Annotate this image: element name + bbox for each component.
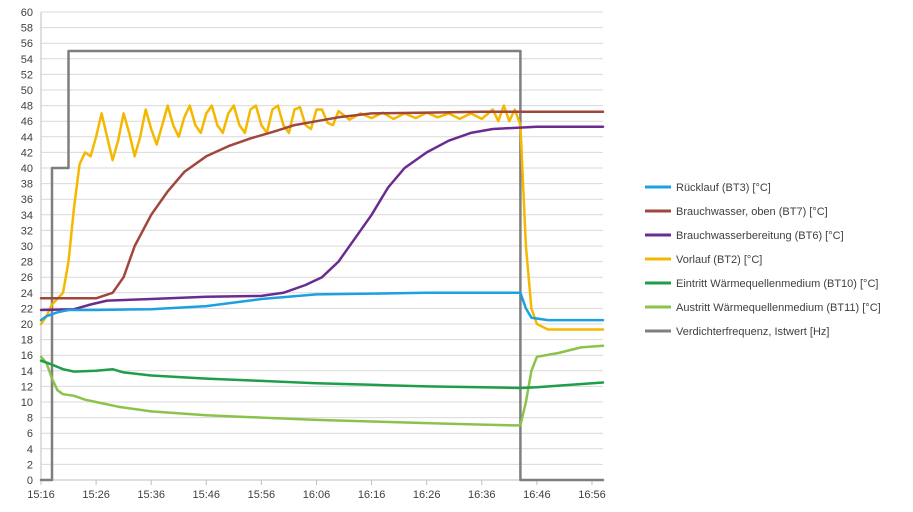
y-tick-label: 54 bbox=[21, 54, 33, 66]
legend-label: Verdichterfrequenz, Istwert [Hz] bbox=[676, 326, 829, 338]
series-line-6 bbox=[39, 344, 605, 427]
legend-label: Rücklauf (BT3) [°C] bbox=[676, 182, 771, 194]
y-tick-label: 2 bbox=[27, 459, 33, 471]
y-tick-label: 12 bbox=[21, 381, 33, 393]
y-tick-label: 10 bbox=[21, 397, 33, 409]
y-tick-label: 22 bbox=[21, 303, 33, 315]
y-tick-label: 26 bbox=[21, 272, 33, 284]
legend-label: Austritt Wärmequellenmedium (BT11) [°C] bbox=[676, 302, 881, 314]
y-tick-label: 60 bbox=[21, 7, 33, 19]
y-tick-label: 50 bbox=[21, 85, 33, 97]
x-tick-label: 15:46 bbox=[193, 489, 221, 501]
y-tick-label: 34 bbox=[21, 210, 33, 222]
x-tick-label: 16:56 bbox=[578, 489, 606, 501]
legend-label: Brauchwasser, oben (BT7) [°C] bbox=[676, 206, 828, 218]
y-tick-label: 36 bbox=[21, 194, 33, 206]
y-tick-label: 42 bbox=[21, 147, 33, 159]
y-tick-label: 30 bbox=[21, 241, 33, 253]
x-tick-label: 15:56 bbox=[248, 489, 276, 501]
y-tick-label: 8 bbox=[27, 413, 33, 425]
y-tick-label: 24 bbox=[21, 288, 33, 300]
x-tick-label: 16:36 bbox=[468, 489, 496, 501]
legend-label: Vorlauf (BT2) [°C] bbox=[676, 254, 762, 266]
x-tick-label: 16:06 bbox=[303, 489, 331, 501]
y-tick-label: 38 bbox=[21, 179, 33, 191]
series-line-7 bbox=[39, 49, 605, 482]
series-line-5 bbox=[39, 359, 605, 390]
x-tick-label: 16:26 bbox=[413, 489, 441, 501]
y-tick-label: 44 bbox=[21, 132, 33, 144]
x-tick-label: 15:36 bbox=[137, 489, 165, 501]
y-tick-label: 48 bbox=[21, 101, 33, 113]
y-tick-label: 56 bbox=[21, 38, 33, 50]
x-tick-label: 15:16 bbox=[27, 489, 55, 501]
y-tick-label: 16 bbox=[21, 350, 33, 362]
x-tick-label: 15:26 bbox=[82, 489, 110, 501]
legend-label: Brauchwasserbereitung (BT6) [°C] bbox=[676, 230, 844, 242]
series-lines bbox=[39, 49, 605, 482]
legend: Rücklauf (BT3) [°C] Brauchwasser, oben (B… bbox=[645, 182, 881, 338]
series-line-2 bbox=[39, 110, 605, 300]
y-tick-label: 14 bbox=[21, 366, 33, 378]
y-tick-label: 32 bbox=[21, 225, 33, 237]
y-tick-label: 4 bbox=[27, 444, 33, 456]
y-tick-label: 52 bbox=[21, 69, 33, 81]
x-tick-label: 16:46 bbox=[523, 489, 551, 501]
series-line-3 bbox=[39, 125, 605, 312]
y-axis-ticks: 0246810121416182022242628303234363840424… bbox=[21, 7, 33, 487]
y-tick-label: 28 bbox=[21, 257, 33, 269]
y-tick-label: 18 bbox=[21, 335, 33, 347]
axes bbox=[40, 12, 603, 481]
x-tick-label: 16:16 bbox=[358, 489, 386, 501]
x-axis-ticks: 15:16 15:26 15:36 15:46 15:56 16:06 16:16 16:26… bbox=[27, 480, 606, 501]
y-tick-label: 46 bbox=[21, 116, 33, 128]
series-line-4 bbox=[39, 104, 605, 331]
y-tick-label: 40 bbox=[21, 163, 33, 175]
gridlines bbox=[41, 11, 603, 465]
legend-label: Eintritt Wärmequellenmedium (BT10) [°C] bbox=[676, 278, 878, 290]
y-tick-label: 58 bbox=[21, 23, 33, 35]
series-line-1 bbox=[39, 291, 605, 322]
y-tick-label: 0 bbox=[27, 475, 33, 487]
y-tick-label: 6 bbox=[27, 428, 33, 440]
y-tick-label: 20 bbox=[21, 319, 33, 331]
